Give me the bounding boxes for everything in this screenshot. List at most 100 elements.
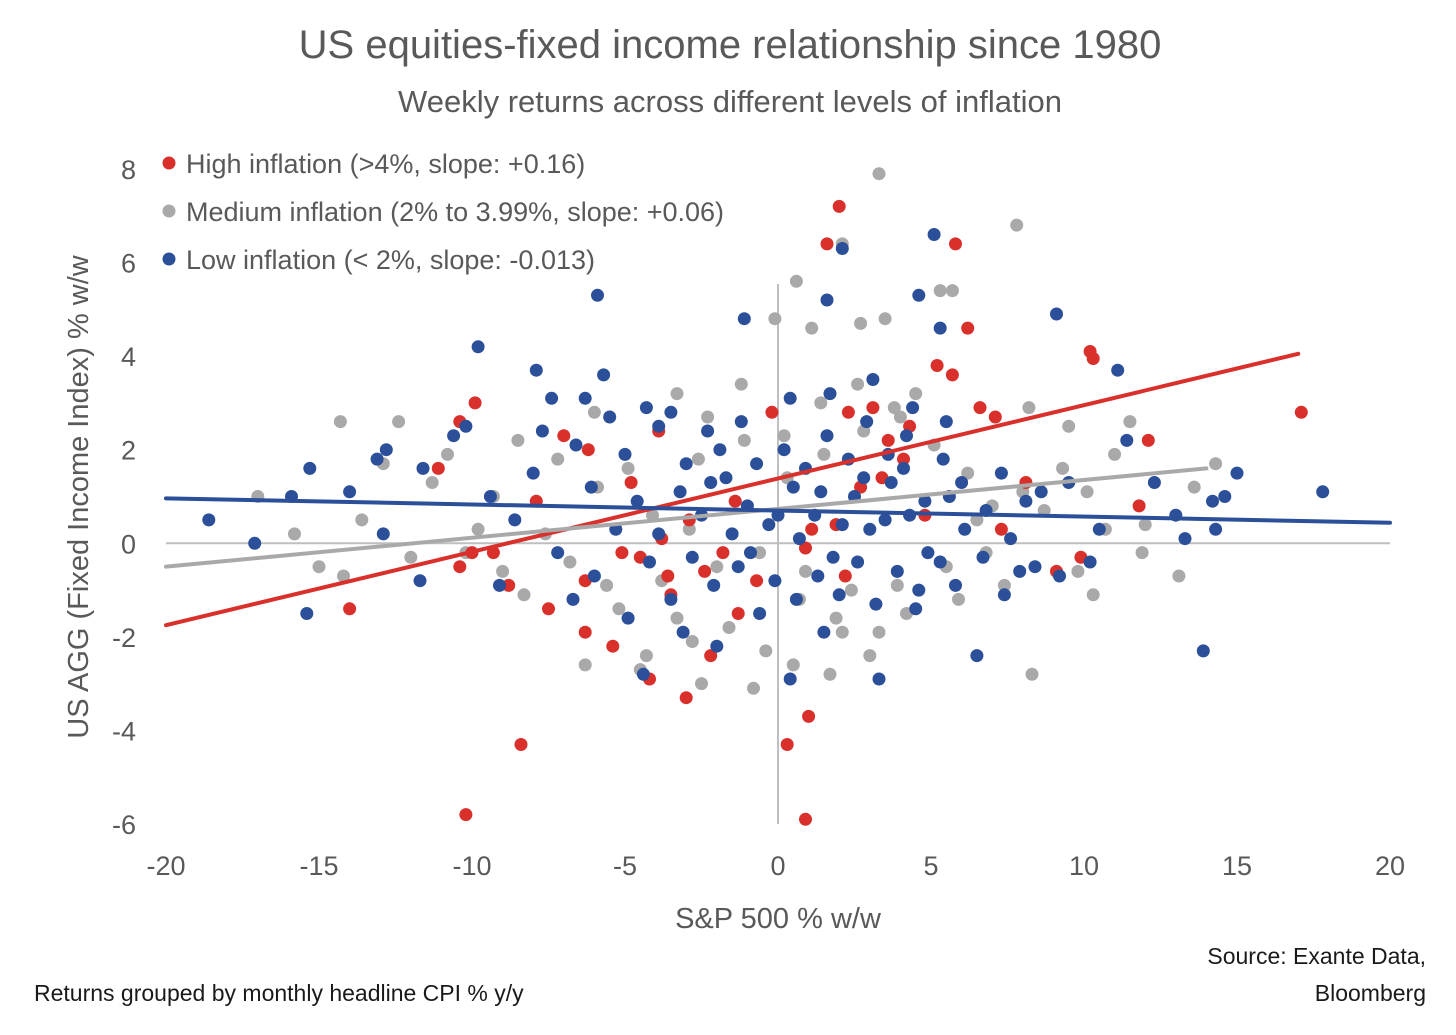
data-point [343, 602, 357, 616]
data-point [820, 293, 834, 307]
data-point [376, 527, 390, 541]
data-point [1316, 485, 1330, 499]
data-point [413, 574, 427, 588]
data-point [952, 592, 965, 606]
data-point [1172, 569, 1186, 583]
data-point [676, 625, 690, 639]
data-point [786, 658, 800, 672]
data-point [826, 550, 840, 564]
data-point [811, 569, 825, 583]
x-tick-label: 5 [923, 851, 938, 881]
y-tick-label: 2 [121, 436, 136, 466]
data-point [496, 564, 510, 578]
data-point [1053, 569, 1066, 583]
data-point [1022, 401, 1036, 415]
legend-label: Low inflation (< 2%, slope: -0.013) [186, 245, 595, 275]
data-point [918, 494, 932, 508]
data-point [997, 588, 1011, 602]
data-point [792, 532, 806, 546]
data-point [459, 419, 473, 433]
data-point [569, 438, 583, 452]
data-point [866, 401, 880, 415]
data-point [591, 288, 604, 302]
data-point [835, 242, 849, 255]
data-point [1062, 419, 1076, 433]
data-point [1196, 644, 1210, 658]
data-point [921, 546, 935, 560]
data-point [835, 625, 849, 639]
data-point [994, 466, 1008, 480]
data-point [799, 812, 812, 826]
data-point [670, 611, 684, 625]
chart-title: US equities-fixed income relationship si… [299, 23, 1162, 67]
data-point [750, 574, 764, 588]
data-point [722, 621, 736, 634]
data-point [600, 578, 614, 592]
data-point [1206, 494, 1219, 508]
data-point [802, 709, 816, 723]
data-point [933, 321, 947, 335]
data-point [737, 433, 751, 447]
data-point [661, 569, 675, 583]
data-point [1083, 555, 1097, 569]
data-point [768, 312, 782, 326]
data-point [878, 513, 892, 527]
data-point [1013, 564, 1027, 578]
data-point [587, 569, 601, 583]
data-point [713, 443, 727, 457]
data-point [890, 578, 904, 592]
data-point [829, 611, 843, 625]
data-point [639, 401, 653, 415]
data-point [202, 513, 216, 527]
data-point [551, 546, 565, 560]
data-point [753, 546, 767, 560]
data-point [551, 452, 565, 466]
data-point [893, 410, 907, 424]
data-point [869, 597, 883, 611]
data-point [970, 649, 984, 663]
footnote: Returns grouped by monthly headline CPI … [34, 980, 524, 1006]
data-point [832, 199, 846, 213]
data-point [863, 522, 877, 536]
data-point [1050, 307, 1063, 321]
data-point [851, 555, 865, 569]
data-point [514, 738, 528, 751]
data-point [670, 387, 684, 401]
data-point [695, 677, 708, 691]
data-point [621, 461, 635, 475]
data-point [691, 452, 705, 466]
data-point [887, 401, 901, 415]
x-tick-label: 10 [1069, 851, 1099, 881]
x-tick-label: 0 [770, 851, 785, 881]
data-point [1132, 499, 1146, 513]
data-point [1019, 494, 1033, 508]
data-point [639, 649, 653, 663]
y-tick-label: -2 [112, 623, 136, 653]
data-point [897, 452, 910, 466]
data-point [566, 592, 580, 606]
data-point [1086, 588, 1100, 602]
x-axis-label: S&P 500 % w/w [675, 903, 882, 935]
data-point [753, 607, 767, 620]
data-point [1025, 667, 1039, 681]
data-point [939, 415, 953, 429]
data-point [416, 461, 430, 475]
data-point [493, 578, 506, 592]
y-tick-label: 8 [121, 155, 136, 185]
data-point [750, 457, 764, 471]
legend-marker [162, 156, 176, 170]
data-point [744, 546, 757, 560]
data-point [881, 433, 895, 447]
data-point [884, 476, 898, 489]
data-point [333, 415, 347, 429]
data-point [447, 429, 461, 443]
data-point [817, 447, 831, 461]
data-point [404, 550, 418, 564]
data-point [425, 476, 439, 489]
y-tick-label: -6 [112, 810, 136, 840]
data-point [759, 644, 773, 658]
data-point [900, 429, 913, 443]
data-point [835, 518, 849, 532]
data-point [973, 401, 987, 415]
